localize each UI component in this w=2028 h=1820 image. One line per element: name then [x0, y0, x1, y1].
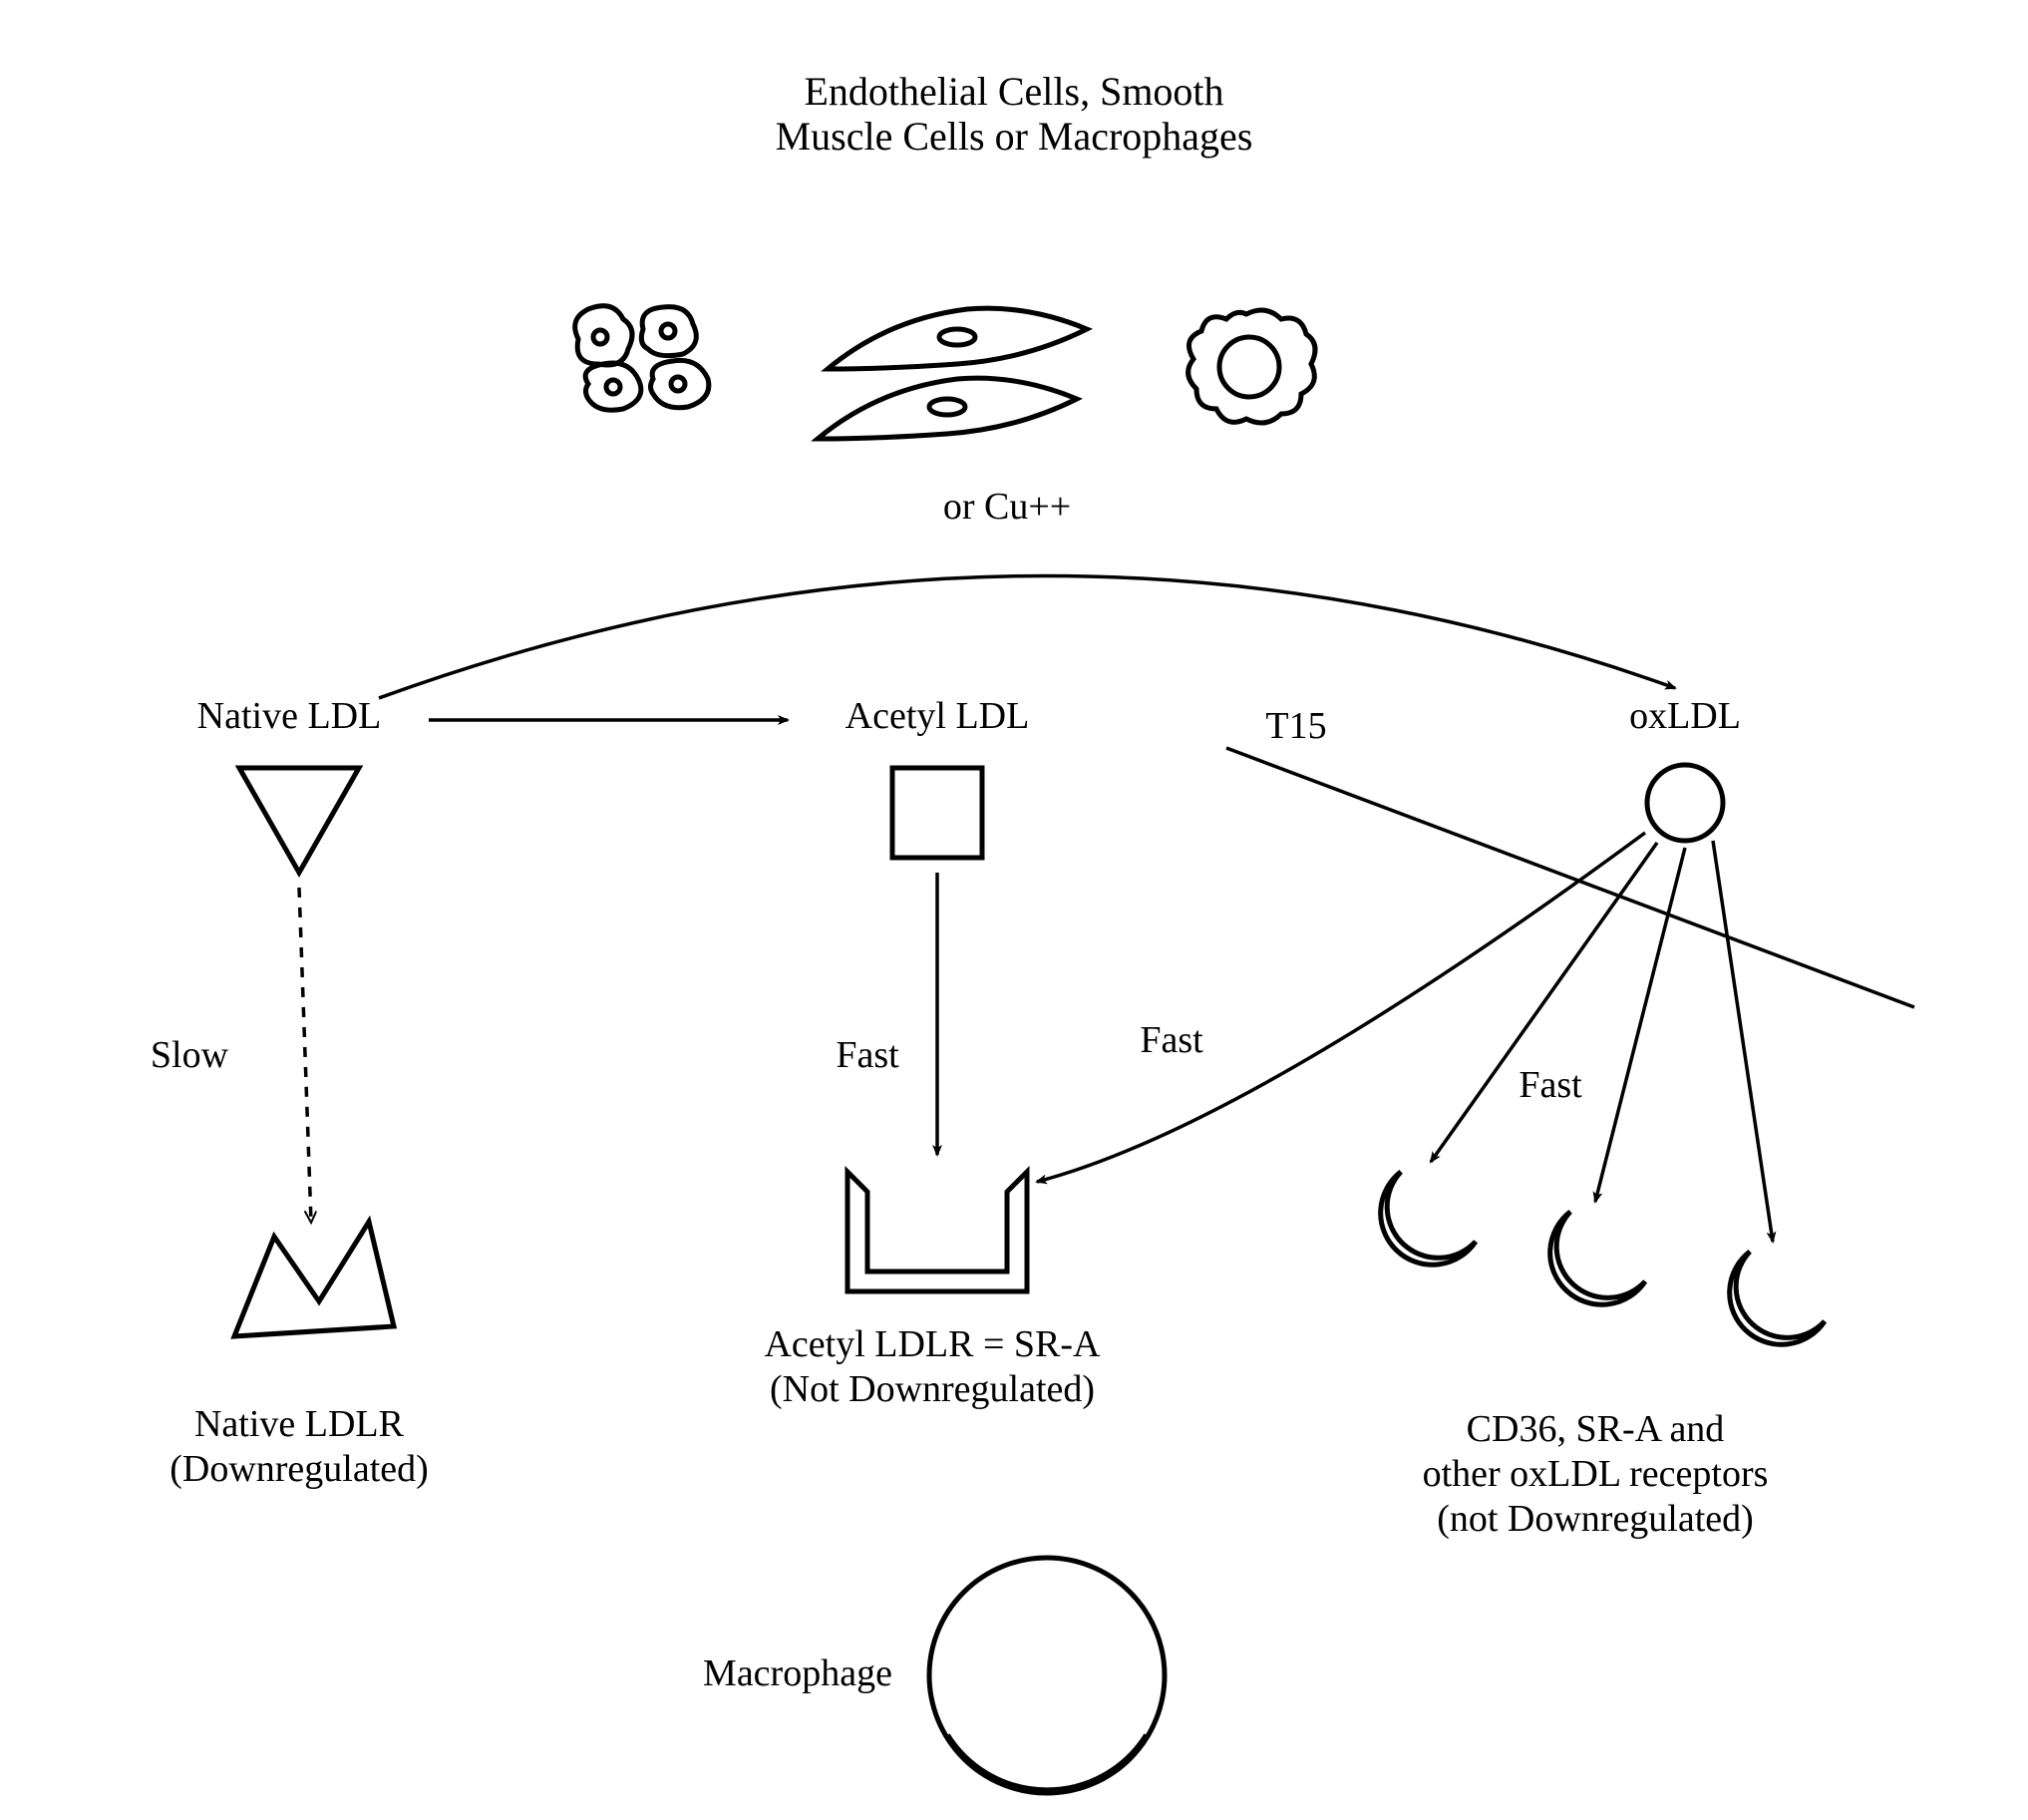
diagram-canvas: Endothelial Cells, Smooth Muscle Cells o… [0, 0, 2028, 1820]
native-ldlr-line1: Native LDLR [194, 1403, 405, 1445]
t15-line [1226, 748, 1914, 1007]
title-line2: Muscle Cells or Macrophages [776, 114, 1253, 159]
acetyl-ldlr-line2: (Not Downregulated) [770, 1368, 1095, 1410]
fast2-label: Fast [1140, 1019, 1203, 1061]
native-ldl-triangle [239, 768, 359, 873]
macrophage-label: Macrophage [703, 1652, 892, 1694]
acetyl-ldl-label: Acetyl LDL [845, 695, 1030, 737]
cd36-line1: CD36, SR-A and [1467, 1408, 1725, 1450]
arrow-ox-to-u [1037, 833, 1645, 1182]
cd36-line2: other oxLDL receptors [1423, 1453, 1769, 1495]
native-ldl-label: Native LDL [197, 695, 382, 737]
fast3-label: Fast [1519, 1064, 1582, 1106]
native-ldlr-line2: (Downregulated) [169, 1448, 429, 1490]
slow-label: Slow [151, 1034, 229, 1076]
oxldl-label: oxLDL [1629, 695, 1741, 737]
arrow-triangle-to-ldlr [299, 888, 311, 1222]
arc-native-to-oxldl [379, 575, 1675, 698]
native-ldlr-shape [234, 1222, 394, 1336]
crescent-2-icon [1550, 1212, 1645, 1304]
acetyl-ldlr-line1: Acetyl LDLR = SR-A [764, 1323, 1101, 1365]
crescent-3-icon [1730, 1252, 1825, 1344]
macrophage-small-icon [1188, 310, 1315, 423]
crescent-1-icon [1381, 1172, 1476, 1265]
or-cu-label: or Cu++ [943, 486, 1071, 528]
arrow-ox-to-c3 [1713, 841, 1773, 1242]
endothelial-cells-icon [575, 306, 709, 411]
fast1-label: Fast [836, 1034, 899, 1076]
macrophage-big-icon [929, 1558, 1165, 1793]
smooth-muscle-icon [818, 308, 1087, 439]
receptor-u-shape [847, 1172, 1027, 1291]
t15-label: T15 [1265, 705, 1326, 747]
arrow-ox-to-c1 [1431, 843, 1657, 1162]
oxldl-circle [1647, 765, 1723, 841]
acetyl-ldl-square [892, 768, 982, 858]
title-line1: Endothelial Cells, Smooth [804, 69, 1223, 114]
arrow-ox-to-c2 [1595, 848, 1685, 1202]
cd36-line3: (not Downregulated) [1437, 1498, 1754, 1540]
